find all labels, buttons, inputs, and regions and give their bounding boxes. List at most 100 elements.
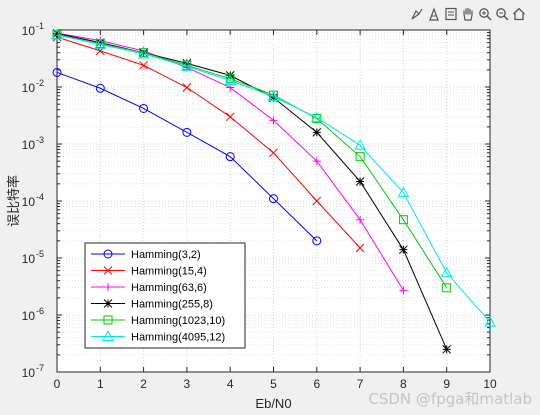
data-point [95, 83, 105, 93]
y-tick-exponent: -5 [36, 249, 44, 259]
x-tick-label: 10 [483, 377, 497, 391]
legend-label: Hamming(15,4) [131, 266, 207, 278]
data-point [225, 152, 235, 162]
x-tick-label: 5 [270, 377, 277, 391]
legend-item: Hamming(63,6) [91, 282, 207, 294]
x-tick-label: 7 [357, 377, 364, 391]
y-tick-label: 10 [22, 366, 36, 380]
series-line [56, 71, 318, 242]
legend-label: Hamming(255,8) [131, 299, 213, 311]
data-point [312, 114, 322, 124]
data-point [52, 67, 62, 77]
data-point [52, 29, 62, 38]
data-point [51, 28, 63, 40]
x-tick-label: 6 [313, 377, 320, 391]
data-point [225, 112, 235, 122]
data-point [269, 148, 278, 158]
data-point [139, 103, 149, 113]
x-tick-label: 9 [443, 377, 450, 391]
x-tick-label: 3 [184, 377, 191, 391]
data-point [442, 344, 452, 354]
data-point [269, 116, 278, 125]
series-2 [52, 32, 365, 253]
data-point [354, 139, 366, 150]
data-point [399, 245, 408, 255]
data-point [139, 60, 148, 70]
legend-icon[interactable] [443, 6, 458, 22]
data-point [103, 266, 113, 275]
data-point [267, 90, 280, 102]
brush-icon[interactable] [409, 6, 424, 22]
data-point [310, 111, 323, 123]
y-tick-exponent: -6 [36, 306, 44, 316]
series-6 [51, 28, 496, 327]
x-tick-label: 8 [400, 377, 407, 391]
data-point [399, 286, 408, 295]
data-point [181, 60, 193, 71]
legend-item: Hamming(1023,10) [91, 315, 225, 327]
data-point [484, 316, 496, 327]
x-tick-label: 1 [97, 377, 104, 391]
y-tick-label: 10 [22, 81, 36, 95]
data-point [103, 315, 113, 325]
series-1 [52, 67, 322, 246]
data-point [103, 249, 113, 259]
data-point [312, 157, 321, 166]
data-point [397, 186, 410, 198]
data-tip-icon[interactable] [426, 6, 441, 22]
data-point [355, 243, 365, 253]
y-axis-label: 误比特率 [6, 175, 22, 227]
series-line [56, 34, 448, 289]
home-icon[interactable] [511, 6, 526, 22]
x-axis-label: Eb/N0 [255, 396, 291, 411]
legend-label: Hamming(1023,10) [131, 315, 225, 327]
y-tick-exponent: -7 [36, 363, 44, 373]
legend-box [84, 242, 246, 349]
series-line [56, 36, 361, 249]
data-point [182, 83, 192, 92]
x-tick-label: 2 [140, 377, 147, 391]
y-tick-label: 10 [22, 138, 36, 152]
legend-label: Hamming(63,6) [131, 282, 207, 294]
series-line [56, 34, 491, 323]
data-point [103, 299, 113, 308]
y-tick-label: 10 [22, 195, 36, 209]
data-point [440, 266, 453, 278]
x-tick-label: 4 [227, 377, 234, 391]
legend-item: Hamming(15,4) [91, 266, 207, 278]
data-point [182, 127, 192, 137]
data-point [312, 128, 322, 137]
data-point [102, 330, 114, 341]
legend-label: Hamming(3,2) [131, 249, 201, 261]
zoom-out-icon[interactable] [494, 6, 509, 22]
y-tick-label: 10 [22, 309, 36, 323]
x-tick-label: 0 [54, 377, 61, 391]
legend-item: Hamming(255,8) [91, 299, 213, 311]
pan-icon[interactable] [460, 6, 475, 22]
legend-label: Hamming(4095,12) [131, 332, 225, 344]
legend-item: Hamming(3,2) [91, 249, 201, 261]
data-point [356, 215, 365, 224]
y-tick-label: 10 [22, 252, 36, 266]
data-point [95, 38, 105, 47]
data-point [224, 74, 237, 86]
y-tick-exponent: -4 [36, 192, 44, 202]
y-tick-exponent: -1 [36, 21, 44, 31]
data-point [104, 283, 112, 291]
data-point [355, 152, 365, 162]
data-point [269, 93, 278, 103]
y-tick-exponent: -3 [36, 135, 44, 145]
data-point [94, 38, 107, 49]
data-point [442, 283, 452, 293]
data-point [137, 47, 150, 59]
zoom-in-icon[interactable] [477, 6, 492, 22]
data-point [182, 58, 192, 68]
data-point [312, 196, 322, 206]
legend: Hamming(3,2) Hamming(15,4) Hamming(63,6) Ha… [84, 242, 246, 349]
data-point [312, 236, 322, 246]
y-tick-label: 10 [22, 24, 36, 38]
data-point [355, 177, 365, 186]
y-tick-exponent: -2 [36, 78, 44, 88]
data-point [269, 194, 278, 204]
data-point [398, 215, 408, 225]
